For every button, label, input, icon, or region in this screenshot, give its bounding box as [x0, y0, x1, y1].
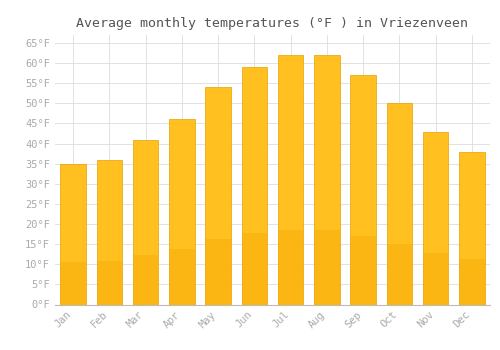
Bar	[133, 140, 158, 304]
Bar	[242, 233, 267, 304]
Bar	[386, 244, 412, 304]
Bar	[133, 255, 158, 304]
Bar	[96, 261, 122, 304]
Bar	[60, 164, 86, 304]
Bar	[242, 67, 267, 304]
Bar	[314, 55, 340, 304]
Bar	[278, 55, 303, 304]
Bar	[350, 236, 376, 304]
Bar	[350, 75, 376, 304]
Bar	[386, 103, 412, 304]
Bar	[423, 132, 448, 304]
Bar	[206, 239, 231, 304]
Bar	[459, 152, 484, 304]
Bar	[459, 259, 484, 304]
Bar	[96, 160, 122, 304]
Bar	[169, 119, 194, 304]
Title: Average monthly temperatures (°F ) in Vriezenveen: Average monthly temperatures (°F ) in Vr…	[76, 17, 468, 30]
Bar	[169, 249, 194, 304]
Bar	[314, 230, 340, 304]
Bar	[206, 87, 231, 304]
Bar	[423, 253, 448, 304]
Bar	[60, 262, 86, 304]
Bar	[278, 230, 303, 304]
